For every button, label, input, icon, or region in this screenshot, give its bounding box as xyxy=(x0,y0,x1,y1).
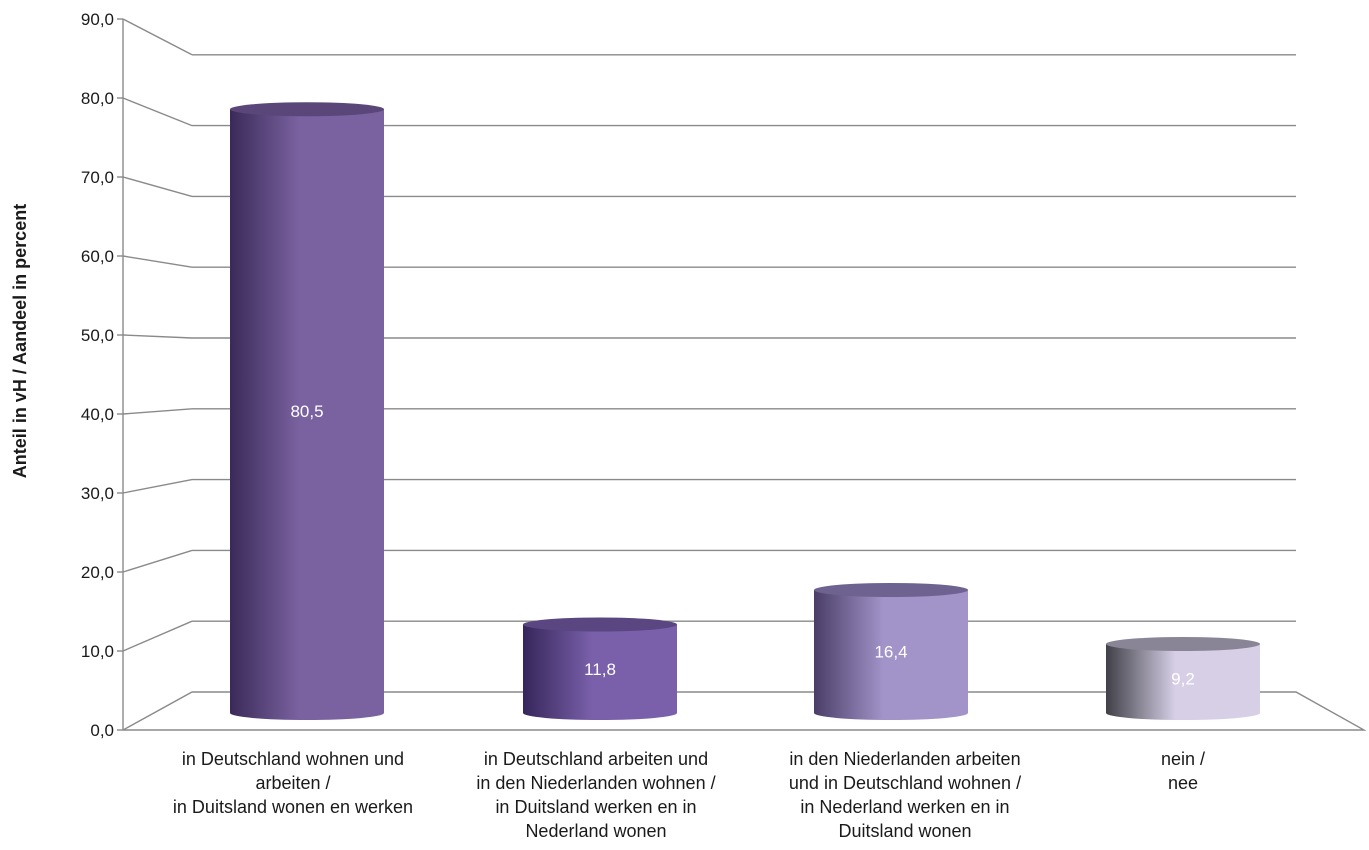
y-tick-label: 70,0 xyxy=(81,168,114,187)
y-tick-label: 50,0 xyxy=(81,326,114,345)
bar-body xyxy=(1106,644,1260,720)
wall-gridline xyxy=(122,18,193,56)
category-label: nein / nee xyxy=(1161,749,1205,793)
wall-gridline xyxy=(122,620,193,652)
wall-gridline xyxy=(122,255,193,268)
y-axis-label: Anteil in vH / Aandeel in percent xyxy=(10,204,30,478)
wall-gridline xyxy=(122,408,193,415)
bar xyxy=(814,583,968,720)
bar xyxy=(230,102,384,720)
wall-gridline xyxy=(122,97,193,127)
y-tick-label: 30,0 xyxy=(81,484,114,503)
data-label: 16,4 xyxy=(874,643,907,662)
wall-gridline xyxy=(122,176,193,198)
y-tick-label: 80,0 xyxy=(81,89,114,108)
bar-top xyxy=(523,617,677,632)
data-label: 11,8 xyxy=(584,660,616,679)
wall-gridline xyxy=(122,334,193,339)
bar-top xyxy=(230,102,384,117)
bars: 80,5 11,8 16,4 9,2 xyxy=(230,102,1260,720)
category-label: in den Niederlanden arbeiten und in Deuts… xyxy=(789,749,1021,841)
y-tick-label: 10,0 xyxy=(81,642,114,661)
bar-top xyxy=(1106,637,1260,651)
bar-body xyxy=(814,590,968,720)
y-tick-label: 90,0 xyxy=(81,10,114,29)
bar-body xyxy=(523,624,677,720)
wall-gridline xyxy=(122,478,193,494)
bar-top xyxy=(814,583,968,597)
x-axis-categories: in Deutschland wohnen und arbeiten / in Du… xyxy=(173,749,1205,841)
y-tick-label: 20,0 xyxy=(81,563,114,582)
data-label: 80,5 xyxy=(290,402,323,421)
bar xyxy=(523,617,677,720)
bar xyxy=(1106,637,1260,720)
data-label: 9,2 xyxy=(1171,670,1195,689)
y-tick-label: 60,0 xyxy=(81,247,114,266)
y-tick-label: 40,0 xyxy=(81,405,114,424)
category-label: in Deutschland arbeiten und in den Nieder… xyxy=(476,749,715,841)
category-label: in Deutschland wohnen und arbeiten / in Du… xyxy=(173,749,413,817)
wall-gridline xyxy=(122,549,193,573)
y-tick-label: 0,0 xyxy=(90,721,114,740)
y-axis: 0,0 10,0 20,0 30,0 40,0 50,0 60,0 70,0 80,0 90,0 xyxy=(81,10,124,740)
chart-floor xyxy=(122,691,1367,731)
bar-body xyxy=(230,109,384,720)
